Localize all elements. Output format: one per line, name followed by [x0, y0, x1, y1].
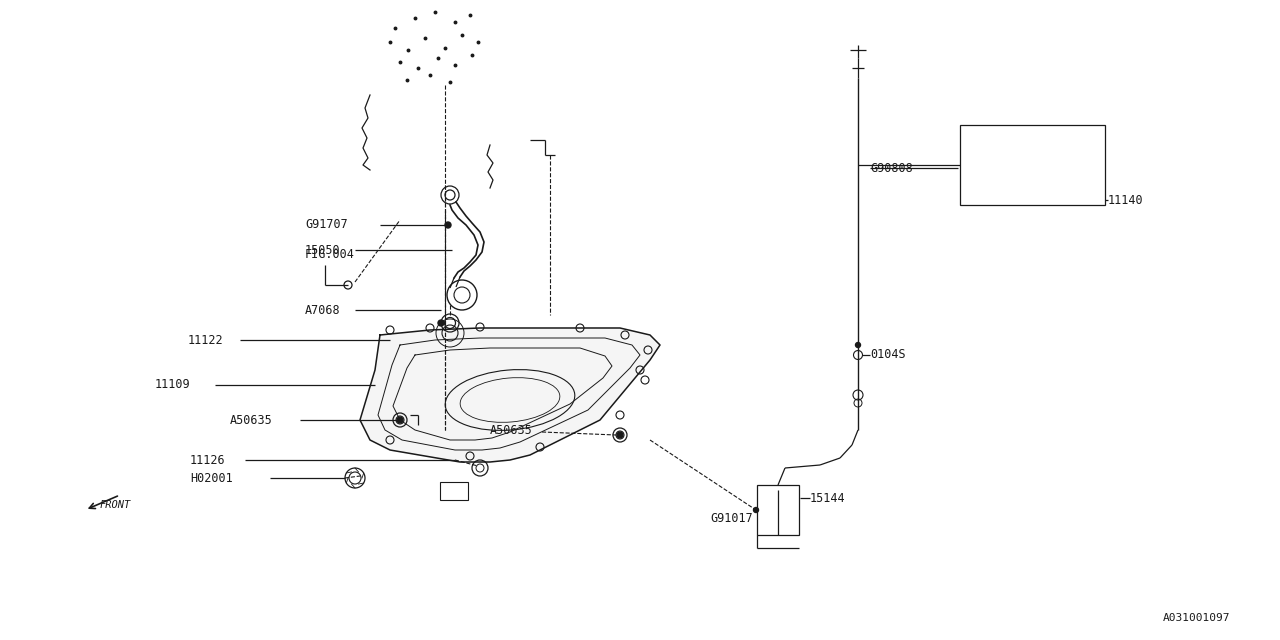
- Text: 11122: 11122: [188, 333, 224, 346]
- Bar: [960, 125, 1105, 205]
- Polygon shape: [360, 328, 660, 462]
- Bar: [756, 485, 799, 535]
- Circle shape: [438, 320, 444, 326]
- Text: A7068: A7068: [305, 303, 340, 317]
- Text: G91707: G91707: [305, 218, 348, 232]
- Text: G90808: G90808: [870, 161, 913, 175]
- Circle shape: [855, 342, 860, 348]
- Circle shape: [617, 432, 623, 438]
- Text: H02001: H02001: [189, 472, 233, 484]
- Bar: [440, 482, 468, 500]
- Text: FIG.004: FIG.004: [305, 248, 355, 262]
- Text: 11126: 11126: [189, 454, 225, 467]
- Circle shape: [754, 508, 759, 513]
- Text: A50635: A50635: [230, 413, 273, 426]
- Text: 15144: 15144: [810, 492, 846, 504]
- Text: A50635: A50635: [490, 424, 532, 436]
- Text: G91017: G91017: [710, 511, 753, 525]
- Text: 11109: 11109: [155, 378, 191, 392]
- Text: 0104S: 0104S: [870, 349, 906, 362]
- Text: 11140: 11140: [1108, 193, 1143, 207]
- Text: A031001097: A031001097: [1162, 613, 1230, 623]
- Text: 15050: 15050: [305, 243, 340, 257]
- Text: FRONT: FRONT: [100, 500, 132, 510]
- Circle shape: [445, 222, 451, 228]
- Circle shape: [397, 417, 403, 423]
